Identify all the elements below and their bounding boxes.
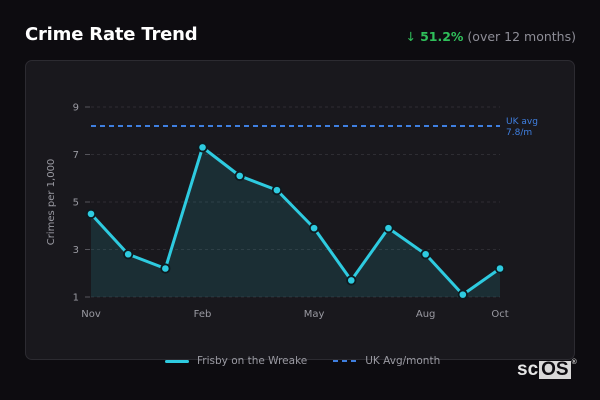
x-tick-label: Nov [81, 309, 101, 320]
change-summary: ↓ 51.2% (over 12 months) [406, 29, 576, 44]
series-line [89, 145, 501, 297]
data-point[interactable] [457, 289, 468, 300]
legend: Frisby on the Wreake UK Avg/month [165, 355, 466, 367]
y-axis-title: Crimes per 1,000 [46, 159, 57, 246]
data-point[interactable] [234, 170, 245, 181]
solid-line-swatch-icon [165, 359, 189, 363]
y-tick-label: 1 [73, 293, 79, 304]
data-point[interactable] [346, 275, 357, 286]
x-tick-label: Feb [194, 309, 212, 320]
change-percent: 51.2% [420, 29, 464, 44]
y-tick-label: 9 [73, 103, 79, 114]
uk-avg-label: UK avg [506, 117, 538, 127]
x-tick-label: Aug [416, 309, 436, 320]
logo-boxed: OS [539, 359, 571, 380]
grid-lines [91, 106, 500, 298]
data-point[interactable] [494, 263, 506, 274]
data-point[interactable] [271, 185, 283, 196]
legend-item-series[interactable]: Frisby on the Wreake [165, 355, 307, 367]
data-point[interactable] [383, 223, 394, 234]
series-area [91, 147, 500, 297]
chart-card [25, 60, 575, 360]
y-axis: 1 3 5 7 9 [73, 103, 90, 304]
y-tick-label: 3 [73, 245, 79, 256]
uk-avg-value: 7.8/m [506, 128, 532, 138]
logo-prefix: sc [517, 359, 539, 380]
legend-label: Frisby on the Wreake [197, 355, 308, 367]
change-period: (over 12 months) [467, 29, 576, 44]
legend-label: UK Avg/month [365, 355, 441, 367]
down-arrow-icon: ↓ [405, 29, 417, 44]
y-tick-label: 5 [73, 198, 79, 209]
x-tick-label: May [304, 309, 325, 320]
data-point[interactable] [420, 249, 431, 260]
x-tick-label: Oct [491, 309, 508, 320]
data-point[interactable] [123, 249, 134, 260]
scos-logo: sc OS ® [517, 359, 577, 381]
page-title: Crime Rate Trend [25, 24, 198, 45]
data-point[interactable] [160, 263, 171, 274]
legend-item-uk-average[interactable]: UK Avg/month [333, 355, 440, 367]
data-point[interactable] [197, 142, 208, 153]
registered-mark-icon: ® [571, 358, 577, 366]
y-tick-label: 7 [73, 150, 79, 161]
data-point[interactable] [85, 208, 97, 219]
x-axis: Nov Feb May Aug Oct [81, 309, 508, 320]
data-point[interactable] [308, 223, 320, 234]
data-points [85, 142, 506, 300]
dashed-line-swatch-icon [333, 360, 358, 362]
